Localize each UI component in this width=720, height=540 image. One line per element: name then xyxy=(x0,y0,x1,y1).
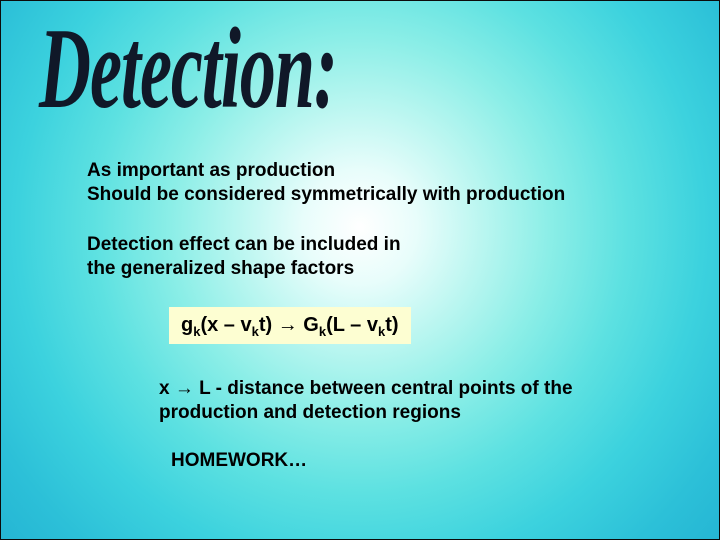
paragraph-1: As important as production Should be con… xyxy=(87,159,565,207)
formula-arg1a: (x – v xyxy=(200,314,251,336)
formula-g: g xyxy=(181,314,193,336)
paragraph-1-line-2: Should be considered symmetrically with … xyxy=(87,184,565,205)
formula-sub-k3: k xyxy=(319,324,326,339)
formula-arg2b: t) xyxy=(385,314,398,336)
formula-arg1b: t) xyxy=(259,314,278,336)
paragraph-3-rest: L - distance between central points of t… xyxy=(159,378,573,423)
formula-box: gk(x – vkt) → Gk(L – vkt) xyxy=(169,307,411,344)
paragraph-3: x → L - distance between central points … xyxy=(159,377,639,425)
paragraph-3-prefix: x xyxy=(159,378,175,399)
paragraph-2: Detection effect can be included in the … xyxy=(87,233,401,281)
paragraph-1-line-1: As important as production xyxy=(87,160,335,181)
slide: Detection: As important as production Sh… xyxy=(0,0,720,540)
homework-label: HOMEWORK… xyxy=(171,449,307,473)
paragraph-2-line-1: Detection effect can be included in xyxy=(87,234,401,255)
paragraph-2-line-2: the generalized shape factors xyxy=(87,258,354,279)
formula-G: G xyxy=(298,314,319,336)
formula-sub-k2: k xyxy=(252,324,259,339)
slide-title: Detection: xyxy=(39,3,337,136)
arrow-icon: → xyxy=(175,378,194,399)
formula-arg2a: (L – v xyxy=(326,314,378,336)
arrow-icon: → xyxy=(278,314,298,336)
